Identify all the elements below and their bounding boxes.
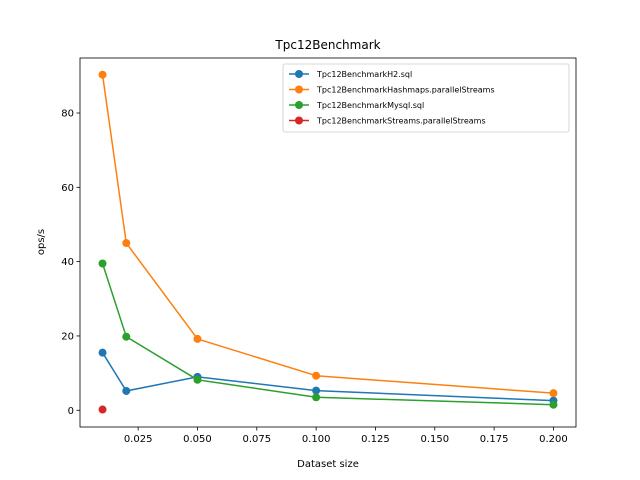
data-point bbox=[549, 389, 558, 398]
data-point bbox=[312, 393, 321, 402]
x-tick-label: 0.200 bbox=[539, 434, 568, 445]
data-point bbox=[122, 239, 131, 248]
data-point bbox=[122, 386, 131, 395]
legend: Tpc12BenchmarkH2.sql Tpc12BenchmarkHashma… bbox=[282, 63, 570, 133]
data-point bbox=[98, 348, 107, 357]
legend-label: Tpc12BenchmarkStreams.parallelStreams bbox=[316, 117, 486, 126]
y-tick-label: 60 bbox=[61, 183, 74, 194]
legend-box bbox=[282, 63, 570, 133]
y-tick-label: 20 bbox=[61, 331, 74, 342]
legend-label: Tpc12BenchmarkHashmaps.parallelStreams bbox=[316, 86, 495, 95]
plot-area bbox=[98, 70, 558, 414]
x-tick-label: 0.075 bbox=[242, 434, 271, 445]
legend-label: Tpc12BenchmarkMysql.sql bbox=[316, 101, 424, 110]
x-tick-label: 0.150 bbox=[420, 434, 449, 445]
data-point bbox=[98, 259, 107, 268]
data-point bbox=[98, 70, 107, 79]
x-tick-label: 0.125 bbox=[361, 434, 390, 445]
legend-swatch-marker bbox=[295, 70, 303, 78]
legend-label: Tpc12BenchmarkH2.sql bbox=[316, 70, 412, 79]
y-tick-label: 40 bbox=[61, 257, 74, 268]
data-point bbox=[312, 371, 321, 380]
legend-swatch-marker bbox=[295, 101, 303, 109]
y-axis-label: ops/s bbox=[36, 229, 47, 255]
chart-title: Tpc12Benchmark bbox=[274, 38, 380, 52]
x-tick-label: 0.050 bbox=[183, 434, 212, 445]
legend-swatch-marker bbox=[295, 85, 303, 94]
data-point bbox=[193, 375, 202, 384]
axes-frame bbox=[79, 57, 577, 428]
legend-swatch-marker bbox=[295, 116, 303, 125]
data-point bbox=[193, 334, 202, 343]
data-point bbox=[549, 400, 558, 409]
x-tick-label: 0.100 bbox=[302, 434, 331, 445]
data-point bbox=[98, 405, 107, 414]
y-tick-label: 80 bbox=[61, 108, 74, 119]
x-tick-label: 0.025 bbox=[124, 434, 153, 445]
y-tick-label: 0 bbox=[68, 406, 74, 417]
x-tick-label: 0.175 bbox=[480, 434, 509, 445]
data-point bbox=[312, 386, 321, 395]
x-axis-label: Dataset size bbox=[297, 459, 359, 470]
data-point bbox=[122, 332, 131, 341]
